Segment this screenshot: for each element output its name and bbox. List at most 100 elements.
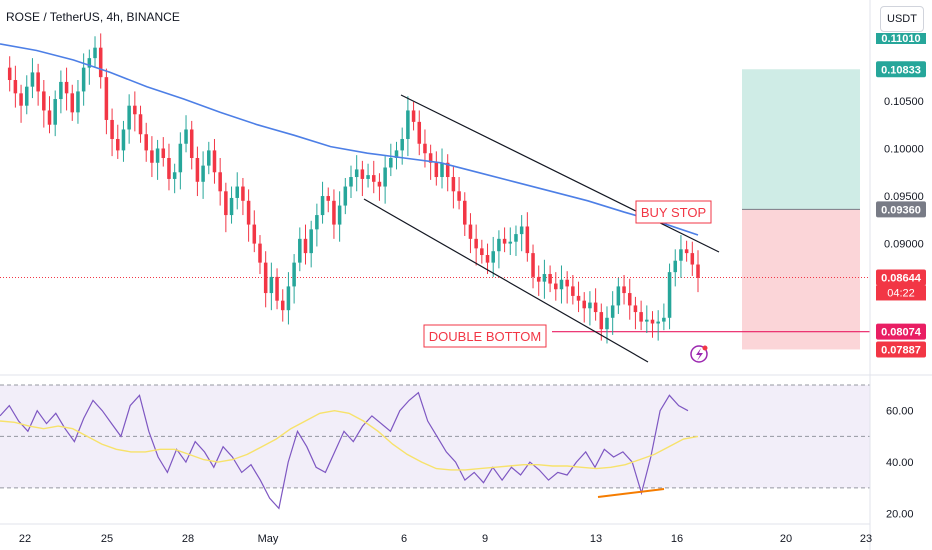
candle-body — [81, 67, 86, 92]
reference-lines — [0, 276, 870, 333]
candle-body — [349, 177, 353, 187]
candle-body — [53, 99, 57, 125]
candle-body — [559, 279, 564, 290]
candle-body — [207, 150, 211, 166]
candle-body — [116, 138, 120, 151]
time-tick-label: 23 — [860, 533, 872, 545]
candle-body — [19, 93, 23, 106]
candle-body — [201, 165, 205, 182]
candle-body — [662, 317, 666, 322]
rsi-tick-label: 60.00 — [886, 406, 914, 418]
candle-body — [667, 272, 672, 318]
entry-price-badge-bg — [876, 201, 926, 218]
candle-body — [616, 286, 621, 306]
candle-body — [411, 110, 416, 122]
target-price-badge-text: 0.10833 — [881, 64, 921, 76]
candle-body — [389, 158, 393, 168]
candle-body — [167, 158, 171, 179]
ma-line — [0, 43, 699, 236]
candle-body — [172, 172, 177, 179]
target-zone — [742, 69, 860, 210]
candle-body — [519, 226, 524, 235]
rsi-ma-line — [0, 409, 699, 471]
candle-body — [480, 248, 484, 256]
candle-body — [383, 167, 387, 187]
candle-body — [377, 181, 382, 187]
candle-body — [252, 224, 257, 244]
candle-body — [468, 224, 473, 239]
chart-title: ROSE / TetherUS, 4h, BINANCE — [6, 10, 180, 24]
candle-body — [87, 58, 92, 68]
candle-body — [195, 158, 200, 182]
candle-body — [650, 319, 655, 324]
candle-body — [622, 286, 626, 294]
rsi-tick-label: 40.00 — [886, 457, 914, 469]
candle-body — [690, 253, 695, 265]
candle-body — [189, 129, 194, 159]
time-tick-label: 9 — [482, 533, 488, 545]
stop-price-badge-bg — [876, 341, 926, 358]
time-tick-label: 13 — [590, 533, 602, 545]
candle-body — [315, 215, 319, 230]
candle-body — [440, 162, 444, 178]
candle-body — [98, 47, 103, 78]
candle-body — [428, 153, 433, 163]
candle-body — [531, 253, 535, 277]
position-zones — [742, 69, 860, 350]
candle-body — [542, 274, 547, 282]
candle-body — [42, 91, 46, 111]
trend-channel — [363, 94, 720, 363]
candle-body — [394, 150, 399, 159]
lightning-icon — [696, 348, 703, 361]
currency-button[interactable]: USDT — [880, 6, 924, 32]
candle-body — [599, 312, 604, 330]
candle-body — [30, 72, 35, 87]
candle-body — [144, 134, 148, 151]
stop-price-badge: 0.07887 — [876, 341, 926, 358]
candle-body — [400, 138, 404, 151]
candle-body — [582, 300, 586, 309]
candle-body — [457, 191, 461, 201]
buy-stop-label: BUY STOP — [641, 205, 706, 220]
candle-body — [263, 262, 268, 294]
candle-body — [593, 302, 598, 313]
candle-body — [502, 238, 507, 244]
target-price-badge: 0.10833 — [876, 61, 926, 78]
candle-body — [7, 67, 12, 81]
candle-body — [536, 276, 541, 282]
alert-dot-icon — [702, 345, 708, 351]
candle-body — [434, 162, 439, 178]
candle-body — [463, 200, 467, 225]
candle-body — [366, 175, 370, 179]
candle-body — [218, 172, 222, 192]
candle-body — [93, 47, 97, 59]
candle-body — [485, 255, 490, 263]
candle-body — [13, 80, 18, 94]
candle-body — [696, 264, 700, 278]
entry-price-badge: 0.09360 — [876, 201, 926, 218]
candle-body — [184, 129, 188, 144]
candle-body — [64, 81, 69, 94]
candle-body — [47, 110, 52, 125]
double-bottom-label: DOUBLE BOTTOM — [429, 329, 541, 344]
candle-body — [309, 229, 313, 254]
rsi-tick-label: 20.00 — [886, 509, 914, 521]
candle-body — [576, 295, 581, 301]
candle-body — [548, 274, 552, 284]
top-price-badge: 0.11010 — [876, 33, 926, 45]
candle-body — [292, 262, 296, 287]
candle-body — [224, 191, 228, 216]
time-tick-label: 25 — [101, 533, 113, 545]
countdown-bg — [876, 285, 926, 301]
candle-body — [627, 293, 632, 306]
candle-body — [161, 148, 166, 159]
candle-body — [406, 110, 410, 139]
candle-body — [133, 105, 137, 115]
time-tick-label: 22 — [19, 533, 31, 545]
candle-body — [280, 300, 285, 311]
candle-body — [320, 196, 325, 216]
candle-body — [497, 238, 501, 252]
support-price-badge: 0.08074 — [876, 323, 926, 340]
